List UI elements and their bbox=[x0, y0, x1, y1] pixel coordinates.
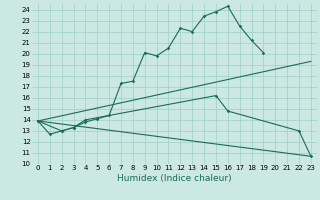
X-axis label: Humidex (Indice chaleur): Humidex (Indice chaleur) bbox=[117, 174, 232, 183]
